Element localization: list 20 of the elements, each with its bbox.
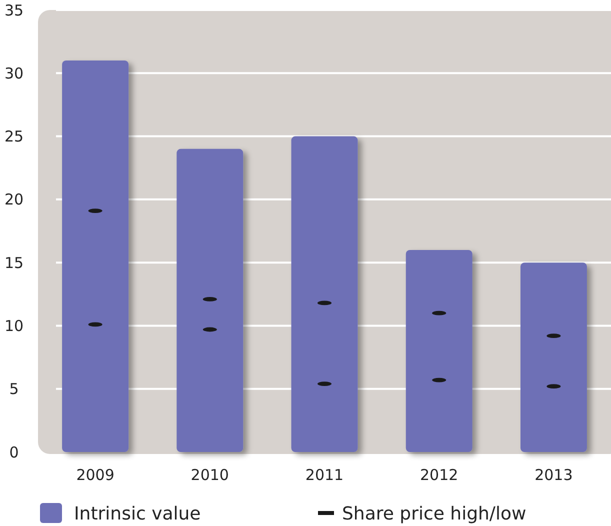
x-tick-label: 2013 <box>534 466 573 484</box>
legend-label: Share price high/low <box>342 503 526 524</box>
legend-label: Intrinsic value <box>74 503 201 524</box>
y-tick-label: 10 <box>4 316 24 335</box>
y-tick-label: 35 <box>4 1 24 20</box>
bar <box>176 148 244 452</box>
x-tick-label: 2009 <box>76 466 114 484</box>
x-tick-label: 2012 <box>420 466 458 484</box>
y-tick-label: 30 <box>4 64 24 82</box>
y-tick-label: 5 <box>9 380 19 398</box>
y-tick-label: 15 <box>4 254 24 272</box>
y-tick-label: 25 <box>4 128 24 146</box>
x-tick-label: 2011 <box>305 466 344 484</box>
y-tick-label: 20 <box>4 190 24 209</box>
bar <box>520 262 587 452</box>
y-tick-label: 0 <box>9 443 19 462</box>
bar <box>291 136 358 452</box>
bar <box>406 250 472 452</box>
bar <box>62 60 129 452</box>
x-tick-label: 2010 <box>190 466 229 484</box>
